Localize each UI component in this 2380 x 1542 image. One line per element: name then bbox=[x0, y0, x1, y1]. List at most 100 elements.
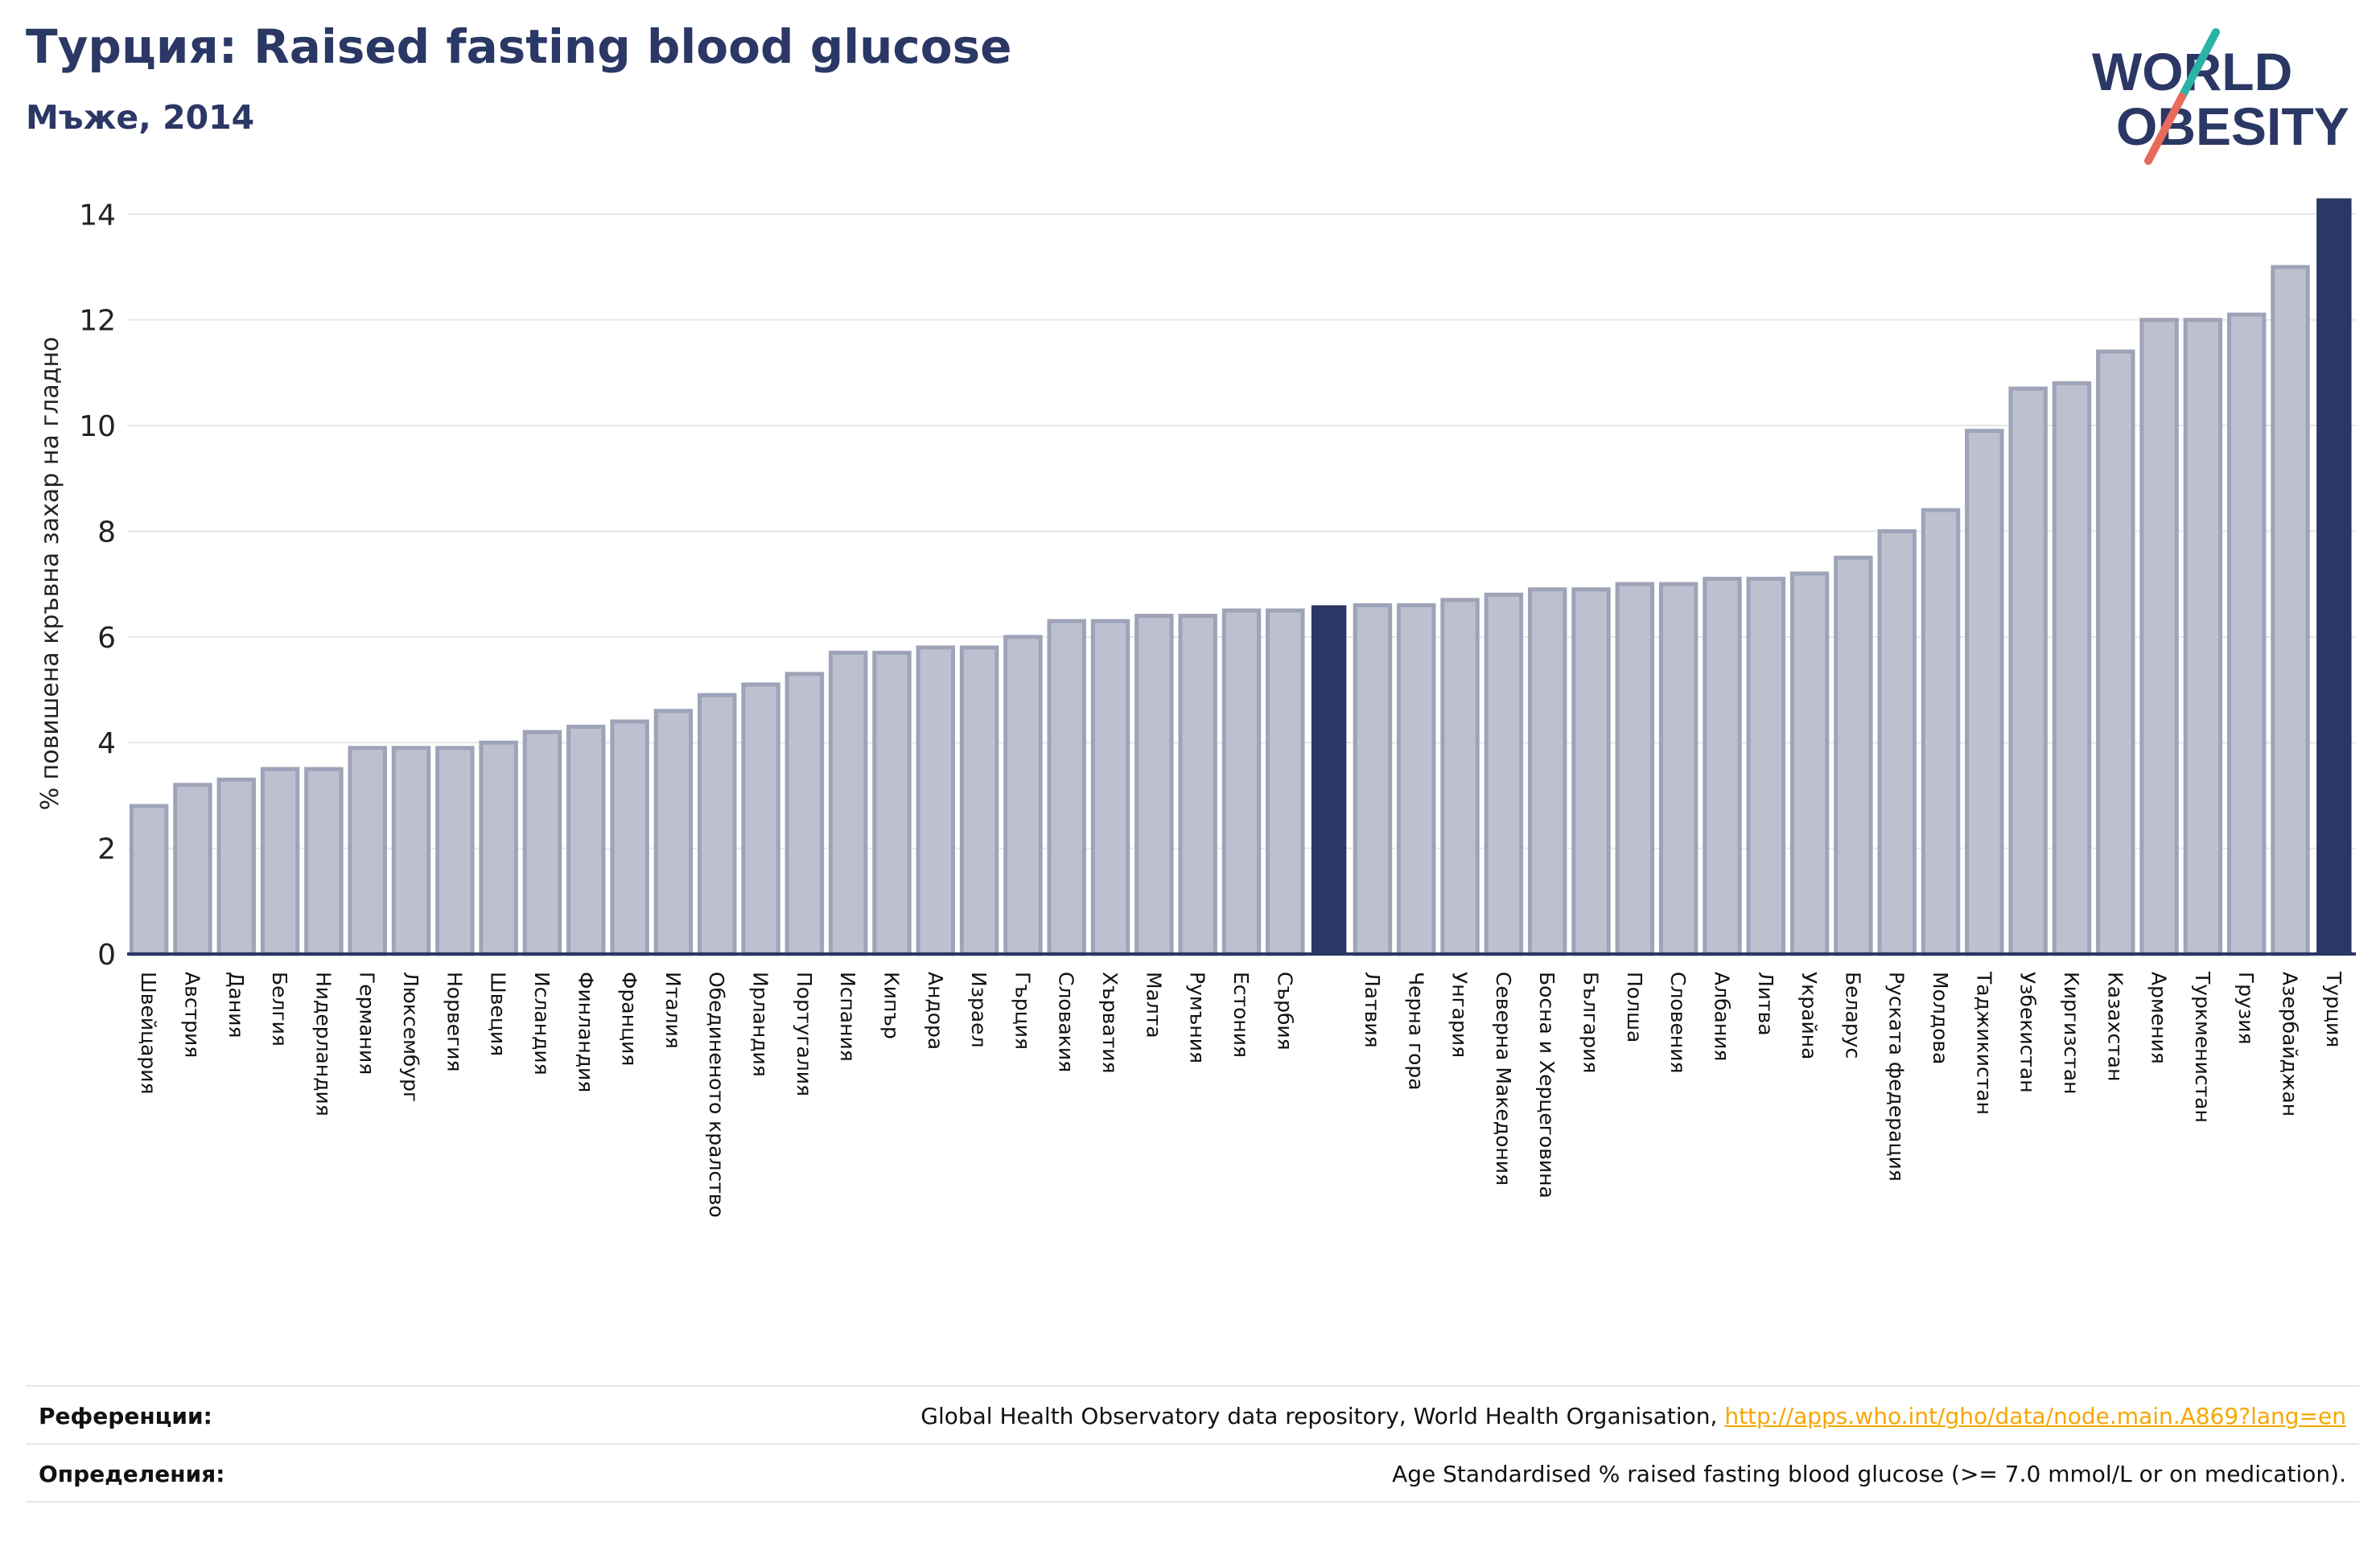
bar bbox=[129, 804, 169, 956]
x-tick-label: Исландия bbox=[530, 972, 554, 1075]
y-tick-label: 8 bbox=[97, 516, 116, 549]
bar bbox=[1921, 508, 1961, 956]
x-tick-label: Грузия bbox=[2234, 972, 2258, 1045]
x-tick-label: Албания bbox=[1710, 972, 1733, 1061]
x-tick-label: Италия bbox=[661, 972, 685, 1049]
references-link[interactable]: http://apps.who.int/gho/data/node.main.A… bbox=[1724, 1403, 2346, 1429]
bar bbox=[610, 719, 649, 956]
bar bbox=[872, 651, 912, 956]
bar bbox=[784, 672, 825, 956]
x-tick-label: Швеция bbox=[487, 972, 510, 1056]
x-tick-label: Австрия bbox=[180, 972, 204, 1058]
x-tick-label: Сърбия bbox=[1273, 972, 1296, 1051]
bar bbox=[2139, 318, 2179, 956]
x-tick-label: Израел bbox=[967, 972, 990, 1048]
x-tick-label: Молдова bbox=[1929, 972, 1952, 1064]
bar bbox=[566, 725, 606, 956]
x-tick-label: Черна гора bbox=[1404, 972, 1427, 1091]
x-tick-label: Литва bbox=[1754, 972, 1777, 1036]
bar bbox=[1789, 571, 1830, 956]
x-tick-label: Туркменистан bbox=[2191, 971, 2214, 1123]
x-tick-label: Малта bbox=[1142, 972, 1165, 1038]
x-tick-label: Украйна bbox=[1797, 972, 1821, 1059]
definitions-label: Определения: bbox=[39, 1461, 225, 1487]
x-tick-label: Португалия bbox=[793, 972, 816, 1096]
bar bbox=[1440, 598, 1480, 956]
x-tick-label: Финландия bbox=[574, 972, 597, 1092]
bar bbox=[216, 777, 257, 956]
x-tick-label: Гърция bbox=[1011, 972, 1034, 1050]
logo-slash-teal bbox=[2178, 28, 2220, 101]
bar bbox=[522, 730, 562, 956]
x-tick-label: България bbox=[1579, 972, 1603, 1073]
bar bbox=[2226, 312, 2267, 956]
bar bbox=[2316, 198, 2352, 954]
x-tick-label: Андора bbox=[924, 972, 947, 1050]
y-tick-label: 12 bbox=[79, 305, 116, 338]
x-tick-label: Румъния bbox=[1186, 972, 1209, 1063]
x-tick-label: Дания bbox=[224, 972, 248, 1038]
x-tick-label: Армения bbox=[2147, 972, 2171, 1064]
y-tick-label: 2 bbox=[97, 833, 116, 866]
x-tick-label: Латвия bbox=[1361, 972, 1384, 1048]
bar bbox=[260, 767, 300, 956]
bar bbox=[1311, 605, 1347, 954]
x-tick-label: Узбекистан bbox=[2016, 972, 2040, 1093]
bar bbox=[2271, 265, 2310, 956]
definitions-row: Определения: Age Standardised % raised f… bbox=[26, 1443, 2359, 1503]
x-tick-label: Руската федерация bbox=[1885, 972, 1909, 1182]
x-tick-label: Ирландия bbox=[749, 972, 772, 1077]
bar bbox=[2052, 381, 2092, 956]
bar bbox=[959, 645, 999, 956]
x-tick-label: Естония bbox=[1229, 972, 1253, 1058]
bar bbox=[1484, 592, 1524, 956]
bar bbox=[1658, 582, 1699, 956]
bar bbox=[1834, 555, 1873, 956]
y-tick-label: 10 bbox=[79, 410, 116, 443]
bar bbox=[1003, 635, 1043, 956]
references-row: Референции: Global Health Observatory da… bbox=[26, 1385, 2359, 1443]
bar bbox=[1221, 608, 1262, 956]
bar bbox=[1178, 614, 1217, 956]
x-tick-label: Нидерландия bbox=[311, 972, 335, 1116]
x-tick-label: Босна и Херцеговина bbox=[1535, 972, 1559, 1199]
bar bbox=[1615, 582, 1655, 956]
x-tick-label: Норвегия bbox=[443, 972, 466, 1072]
x-tick-label: Азербайджан bbox=[2279, 972, 2302, 1116]
page-subtitle: Мъже, 2014 bbox=[26, 98, 255, 137]
bar bbox=[1571, 587, 1611, 956]
bar bbox=[916, 645, 956, 956]
x-tick-label: Обединеното кралство bbox=[705, 972, 728, 1218]
references-text: Global Health Observatory data repositor… bbox=[920, 1403, 1725, 1429]
bar bbox=[1703, 577, 1742, 956]
x-tick-label: Швейцария bbox=[137, 972, 160, 1095]
bar bbox=[2008, 386, 2048, 956]
bar bbox=[1527, 587, 1567, 956]
bar bbox=[1266, 608, 1305, 956]
y-tick-label: 4 bbox=[97, 727, 116, 760]
y-tick-label: 14 bbox=[79, 199, 116, 232]
x-tick-label: Северна Македония bbox=[1492, 972, 1515, 1186]
bar bbox=[2183, 318, 2223, 956]
references-value: Global Health Observatory data repositor… bbox=[920, 1403, 2346, 1429]
world-obesity-logo: WORLD OBESITY bbox=[2092, 28, 2349, 165]
bar bbox=[653, 709, 694, 956]
bar bbox=[391, 746, 431, 956]
bar-chart: 0 2 4 6 8 10 12 14 % повишена кръвна захар на гл… bbox=[36, 198, 2356, 1218]
bar bbox=[698, 693, 737, 956]
x-tick-label: Турция bbox=[2322, 971, 2345, 1047]
bar bbox=[1965, 429, 2004, 956]
x-tick-label: Люксембург bbox=[399, 972, 422, 1102]
bar bbox=[173, 783, 212, 956]
bar bbox=[1353, 602, 1393, 956]
logo-slash-coral bbox=[2144, 93, 2186, 165]
bar bbox=[828, 651, 868, 956]
bar bbox=[435, 746, 475, 956]
bar bbox=[348, 746, 387, 956]
bar bbox=[741, 682, 780, 956]
x-tick-label: Словакия bbox=[1055, 972, 1078, 1072]
bar bbox=[1877, 528, 1917, 956]
x-tick-label: Словения bbox=[1666, 972, 1690, 1073]
x-tick-label: Казахстан bbox=[2103, 972, 2127, 1081]
bar bbox=[1047, 619, 1086, 956]
